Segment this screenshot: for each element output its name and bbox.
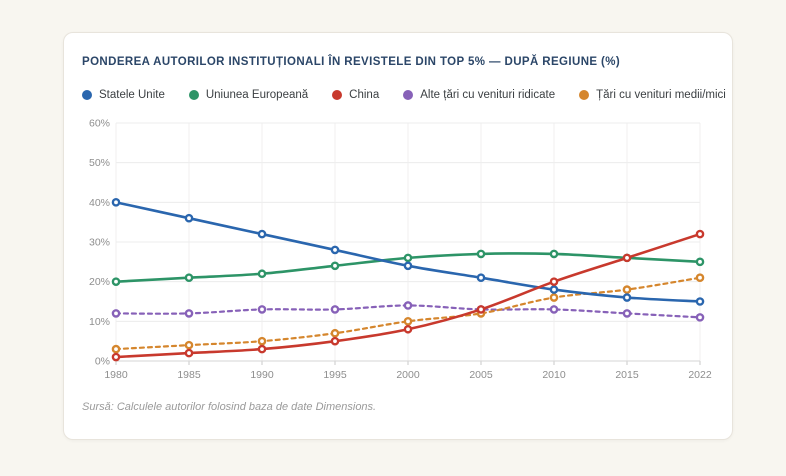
x-tick-label: 2005 xyxy=(469,369,493,381)
data-point-china xyxy=(549,277,559,286)
legend-label: Țări cu venituri medii/mici xyxy=(596,89,726,101)
data-point-uniunea-european xyxy=(476,249,486,259)
data-point-china xyxy=(111,352,121,362)
data-point-ri-cu-venituri-medii-mici xyxy=(330,328,340,338)
y-tick-label: 0% xyxy=(95,356,110,368)
y-tick-label: 30% xyxy=(89,237,110,249)
data-point-uniunea-european xyxy=(330,261,340,271)
x-tick-label: 2022 xyxy=(688,369,712,381)
data-point-statele-unite xyxy=(476,273,486,282)
data-point-statele-unite xyxy=(184,213,194,223)
legend-item-uniunea-european: Uniunea Europeană xyxy=(188,89,309,101)
data-point-uniunea-european xyxy=(111,277,121,286)
data-point-alte-ri-cu-venituri-ridicate xyxy=(549,305,559,314)
x-tick-label: 1980 xyxy=(104,369,128,381)
x-tick-label: 1985 xyxy=(177,369,201,381)
legend-dot-icon xyxy=(188,90,199,100)
chart-area: 1980 1985 1990 1995 2000 2005 2010 2015 2022 0% 10… xyxy=(82,115,714,392)
data-point-statele-unite xyxy=(695,297,705,306)
data-point-uniunea-european xyxy=(695,257,705,267)
x-tick-label: 1990 xyxy=(250,369,274,381)
data-point-ri-cu-venituri-medii-mici xyxy=(622,285,632,294)
data-point-alte-ri-cu-venituri-ridicate xyxy=(257,305,267,314)
data-point-statele-unite xyxy=(257,229,267,239)
line-chart: 1980 1985 1990 1995 2000 2005 2010 2015 2022 0% 10… xyxy=(89,118,712,382)
data-point-ri-cu-venituri-medii-mici xyxy=(403,317,413,326)
data-point-alte-ri-cu-venituri-ridicate xyxy=(330,305,340,314)
data-point-ri-cu-venituri-medii-mici xyxy=(695,273,705,282)
legend-dot-icon xyxy=(332,90,343,100)
legend-label: Alte țări cu venituri ridicate xyxy=(420,89,556,101)
data-point-uniunea-european xyxy=(403,253,413,263)
y-tick-label: 50% xyxy=(89,157,110,169)
data-point-ri-cu-venituri-medii-mici xyxy=(184,340,194,350)
data-point-statele-unite xyxy=(403,261,413,271)
legend-label: China xyxy=(349,89,380,101)
x-tick-label: 1995 xyxy=(323,369,347,381)
data-point-alte-ri-cu-venituri-ridicate xyxy=(184,309,194,318)
chart-title: PONDEREA AUTORILOR INSTITUȚIONALI ÎN REV… xyxy=(82,56,621,68)
data-point-china xyxy=(622,253,632,263)
source-note: Sursă: Calculele autorilor folosind baza… xyxy=(82,401,377,413)
legend-item-ri-cu-venituri-medii-mici: Țări cu venituri medii/mici xyxy=(579,89,726,101)
data-point-statele-unite xyxy=(622,293,632,302)
data-point-ri-cu-venituri-medii-mici xyxy=(549,293,559,302)
chart-card: PONDEREA AUTORILOR INSTITUȚIONALI ÎN REV… xyxy=(63,32,733,440)
data-point-alte-ri-cu-venituri-ridicate xyxy=(111,309,121,318)
legend-label: Uniunea Europeană xyxy=(205,89,309,101)
data-point-statele-unite xyxy=(330,245,340,255)
data-point-ri-cu-venituri-medii-mici xyxy=(111,344,121,354)
x-tick-label: 2010 xyxy=(542,369,566,381)
data-point-china xyxy=(476,305,486,314)
data-point-china xyxy=(257,344,267,354)
y-tick-label: 10% xyxy=(89,316,110,328)
legend-item-china: China xyxy=(332,89,379,101)
data-point-statele-unite xyxy=(111,198,121,207)
y-tick-label: 20% xyxy=(89,276,110,288)
data-point-alte-ri-cu-venituri-ridicate xyxy=(622,309,632,318)
y-tick-label: 60% xyxy=(89,118,110,130)
legend-label: Statele Unite xyxy=(99,89,165,101)
data-point-alte-ri-cu-venituri-ridicate xyxy=(695,313,705,322)
chart-legend: Statele Unite Uniunea Europeană China Alte … xyxy=(82,89,726,101)
legend-item-alte-ri-cu-venituri-ridicate: Alte țări cu venituri ridicate xyxy=(403,89,555,101)
x-tick-label: 2000 xyxy=(396,369,420,381)
data-point-china xyxy=(184,348,194,358)
x-tick-label: 2015 xyxy=(615,369,639,381)
data-point-alte-ri-cu-venituri-ridicate xyxy=(403,301,413,310)
y-tick-label: 40% xyxy=(89,197,110,209)
data-point-uniunea-european xyxy=(549,249,559,259)
legend-dot-icon xyxy=(579,90,590,100)
data-point-china xyxy=(403,324,413,334)
data-point-china xyxy=(695,229,705,239)
legend-dot-icon xyxy=(403,90,414,100)
data-point-china xyxy=(330,336,340,346)
data-point-ri-cu-venituri-medii-mici xyxy=(257,336,267,346)
legend-dot-icon xyxy=(82,90,92,100)
data-point-uniunea-european xyxy=(184,273,194,282)
data-point-uniunea-european xyxy=(257,269,267,279)
data-point-statele-unite xyxy=(549,285,559,294)
legend-item-statele-unite: Statele Unite xyxy=(82,89,165,101)
